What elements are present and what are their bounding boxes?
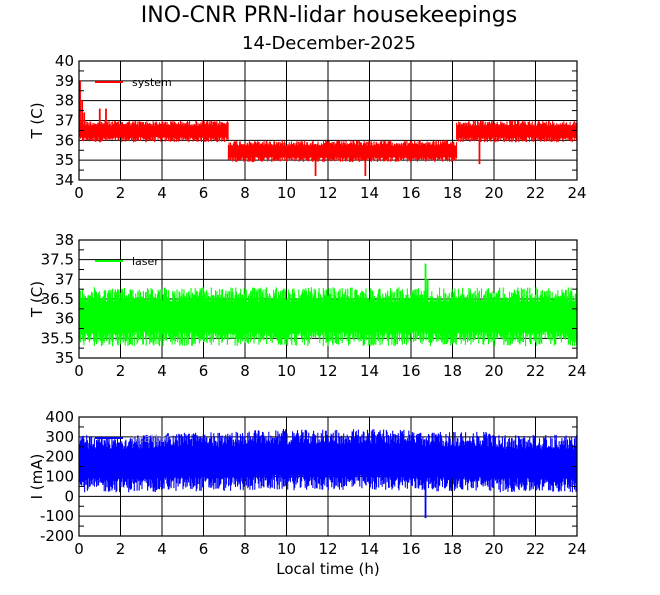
- x-tick-label: 18: [443, 362, 462, 380]
- y-axis-label: I (mA): [28, 454, 46, 500]
- x-tick-label: 24: [567, 184, 586, 202]
- y-tick-label: 37.5: [41, 251, 74, 269]
- x-tick-label: 18: [443, 540, 462, 558]
- x-tick-label: 6: [199, 540, 209, 558]
- x-tick-label: 0: [74, 362, 84, 380]
- x-tick-label: 4: [157, 184, 167, 202]
- series-system: [79, 80, 577, 177]
- y-tick-label: 0: [64, 487, 74, 505]
- x-tick-label: 6: [199, 362, 209, 380]
- x-tick-label: 2: [116, 362, 126, 380]
- y-tick-label: 200: [45, 448, 74, 466]
- y-tick-label: 36.5: [41, 290, 74, 308]
- x-tick-label: 12: [318, 184, 337, 202]
- x-tick-label: 14: [360, 362, 379, 380]
- legend-label: laser: [132, 255, 159, 268]
- x-tick-label: 10: [277, 184, 296, 202]
- y-tick-label: 40: [55, 52, 74, 70]
- x-tick-label: 16: [401, 184, 420, 202]
- y-axis-label: T (C): [28, 281, 46, 318]
- x-tick-label: 12: [318, 540, 337, 558]
- y-tick-label: 36: [55, 131, 74, 149]
- x-tick-label: 24: [567, 540, 586, 558]
- y-tick-label: 38: [55, 231, 74, 249]
- x-tick-label: 8: [240, 540, 250, 558]
- x-tick-label: 8: [240, 362, 250, 380]
- series-line-system: [79, 120, 577, 163]
- x-tick-label: 20: [484, 540, 503, 558]
- y-tick-label: 38: [55, 92, 74, 110]
- legend-label: system: [132, 76, 172, 89]
- x-tick-label: 20: [484, 184, 503, 202]
- plot-frame: [78, 239, 578, 359]
- y-tick-label: 36: [55, 310, 74, 328]
- x-axis-label: Local time (h): [276, 560, 380, 578]
- y-tick-label: 400: [45, 408, 74, 426]
- y-tick-label: 35: [55, 349, 74, 367]
- x-tick-label: 16: [401, 362, 420, 380]
- x-tick-label: 6: [199, 184, 209, 202]
- series-line-laser: [79, 287, 577, 347]
- chart-date: 14-December-2025: [242, 33, 416, 54]
- y-tick-label: 35: [55, 151, 74, 169]
- y-tick-label: 34: [55, 171, 74, 189]
- x-tick-label: 10: [277, 540, 296, 558]
- series-scatter: [79, 428, 577, 519]
- x-tick-label: 24: [567, 362, 586, 380]
- x-tick-label: 14: [360, 184, 379, 202]
- x-tick-label: 4: [157, 540, 167, 558]
- y-axis-label: T (C): [28, 102, 46, 139]
- x-tick-label: 2: [116, 540, 126, 558]
- plot-frame: [78, 60, 578, 181]
- legend-label: scatter: [132, 432, 171, 445]
- y-tick-label: -100: [40, 507, 74, 525]
- x-tick-label: 0: [74, 540, 84, 558]
- x-tick-label: 10: [277, 362, 296, 380]
- y-tick-label: 300: [45, 428, 74, 446]
- chart-title: INO-CNR PRN-lidar housekeepings: [141, 3, 517, 28]
- x-tick-label: 22: [526, 184, 545, 202]
- series-line-scatter: [79, 428, 577, 493]
- x-tick-label: 14: [360, 540, 379, 558]
- y-tick-label: 100: [45, 468, 74, 486]
- y-tick-label: 37: [55, 270, 74, 288]
- x-tick-label: 8: [240, 184, 250, 202]
- x-tick-label: 20: [484, 362, 503, 380]
- plot-frame: [78, 416, 578, 537]
- x-tick-label: 22: [526, 362, 545, 380]
- x-tick-label: 12: [318, 362, 337, 380]
- y-tick-label: 35.5: [41, 329, 74, 347]
- series-laser: [79, 263, 577, 347]
- x-tick-label: 16: [401, 540, 420, 558]
- x-tick-label: 2: [116, 184, 126, 202]
- x-tick-label: 4: [157, 362, 167, 380]
- y-tick-label: 39: [55, 72, 74, 90]
- x-tick-label: 22: [526, 540, 545, 558]
- x-tick-label: 0: [74, 184, 84, 202]
- x-tick-label: 18: [443, 184, 462, 202]
- y-tick-label: 37: [55, 112, 74, 130]
- y-tick-label: -200: [40, 527, 74, 545]
